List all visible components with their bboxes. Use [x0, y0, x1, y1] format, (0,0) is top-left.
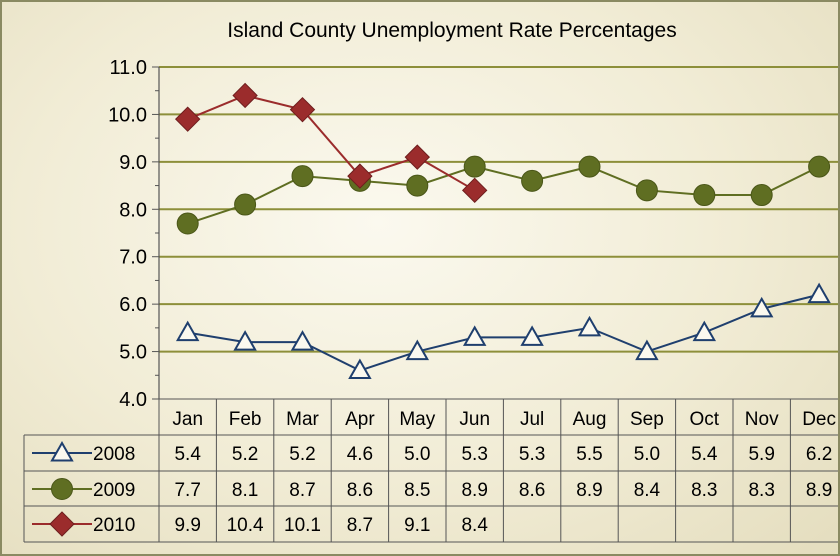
- category-label: Dec: [802, 409, 836, 430]
- series-2010-line: [187, 94, 476, 192]
- series-2009-table-value: 8.1: [232, 480, 258, 501]
- series-2008-point: [692, 320, 717, 342]
- series-2008-table-value: 5.4: [174, 444, 201, 465]
- series-2010-point: [404, 144, 431, 170]
- series-2009-point: [635, 179, 658, 202]
- category-label: Aug: [573, 409, 607, 430]
- category-label: Oct: [690, 409, 720, 430]
- series-2008-table-value: 5.0: [634, 444, 660, 465]
- series-2008-point: [462, 325, 487, 346]
- category-label: Jan: [172, 409, 203, 430]
- series-2009-legend-label: 2009: [93, 480, 135, 501]
- series-2009-point: [808, 155, 831, 178]
- series-2008-point: [233, 330, 257, 351]
- y-tick-label: 11.0: [110, 57, 147, 79]
- category-label: Feb: [229, 409, 262, 430]
- series-2008-point: [520, 325, 544, 346]
- series-2010-point: [347, 163, 373, 189]
- series-2008-legend-marker: [50, 440, 74, 462]
- category-label: Jul: [520, 409, 544, 430]
- y-tick-label: 7.0: [119, 247, 147, 269]
- series-2010-point: [461, 177, 488, 204]
- series-2010-point: [174, 106, 201, 132]
- series-2009-legend-marker: [51, 478, 73, 500]
- y-tick-label: 9.0: [119, 152, 147, 174]
- category-label: Nov: [745, 409, 779, 430]
- series-2010-legend-label: 2010: [93, 515, 135, 536]
- series-2008-table-value: 5.3: [461, 444, 487, 465]
- series-2009-table-value: 8.6: [347, 480, 373, 501]
- category-label: Sep: [630, 409, 664, 430]
- series-2008-line: [187, 293, 820, 372]
- series-2009-point: [234, 193, 257, 216]
- series-2009-point: [291, 165, 314, 188]
- chart-title: Island County Unemployment Rate Percenta…: [227, 19, 677, 42]
- series-2009-table-value: 8.3: [691, 480, 717, 501]
- series-2008-table-value: 5.3: [519, 444, 545, 465]
- y-tick-label: 4.0: [119, 389, 147, 411]
- series-2009-line: [187, 165, 820, 225]
- series-2009-table-value: 8.9: [461, 480, 487, 501]
- series-2008-point: [405, 339, 430, 361]
- series-2009-point: [176, 212, 199, 235]
- series-2008-table-value: 5.2: [232, 444, 258, 465]
- series-2008-table-value: 4.6: [347, 444, 373, 465]
- series-2008-table-value: 5.0: [404, 444, 430, 465]
- series-2010-table-value: 8.7: [347, 515, 373, 536]
- y-tick-label: 8.0: [119, 199, 147, 221]
- series-2009-point: [578, 155, 601, 178]
- series-2008-table-value: 5.4: [691, 444, 718, 465]
- series-2010-table-value: 9.9: [174, 515, 200, 536]
- category-label: Mar: [286, 409, 319, 430]
- series-2010-table-value: 8.4: [461, 515, 488, 536]
- series-2008-table-value: 5.9: [748, 444, 774, 465]
- series-2009-table-value: 8.5: [404, 480, 430, 501]
- series-2008-table-value: 5.2: [289, 444, 315, 465]
- series-2010-point: [289, 96, 316, 123]
- series-2009-table-value: 8.3: [748, 480, 774, 501]
- series-2010-table-value: 9.1: [404, 515, 430, 536]
- series-2009-table-value: 8.4: [634, 480, 661, 501]
- y-tick-label: 10.0: [108, 104, 147, 126]
- series-2009-point: [521, 169, 544, 192]
- series-2008-point: [175, 320, 200, 342]
- category-label: May: [399, 409, 435, 430]
- series-2009-table-value: 8.9: [576, 480, 602, 501]
- series-2009-point: [693, 184, 716, 207]
- series-2010-point: [232, 82, 258, 109]
- series-2009-table-value: 8.9: [806, 480, 832, 501]
- series-2009-table-value: 7.7: [174, 480, 200, 501]
- series-2008-table-value: 5.5: [576, 444, 602, 465]
- series-2009-point: [750, 184, 773, 207]
- series-2008-legend-label: 2008: [93, 444, 135, 465]
- series-2008-point: [635, 339, 659, 361]
- series-2008-point: [348, 358, 372, 380]
- series-2009-table-value: 8.7: [289, 480, 315, 501]
- series-2008-point: [749, 296, 774, 318]
- series-2009-table-value: 8.6: [519, 480, 545, 501]
- y-tick-label: 6.0: [119, 294, 147, 316]
- series-2008-table-value: 6.2: [806, 444, 832, 465]
- series-2009-point: [406, 174, 429, 197]
- series-2010-legend-marker: [49, 511, 75, 537]
- category-label: Jun: [459, 409, 490, 430]
- series-2009-point: [463, 155, 486, 178]
- series-2008-point: [577, 315, 602, 337]
- series-2008-point: [807, 282, 831, 304]
- series-2010-table-value: 10.4: [227, 515, 264, 536]
- y-tick-label: 5.0: [119, 342, 147, 364]
- category-label: Apr: [345, 409, 375, 430]
- series-2010-table-value: 10.1: [284, 515, 321, 536]
- series-2008-point: [290, 330, 315, 351]
